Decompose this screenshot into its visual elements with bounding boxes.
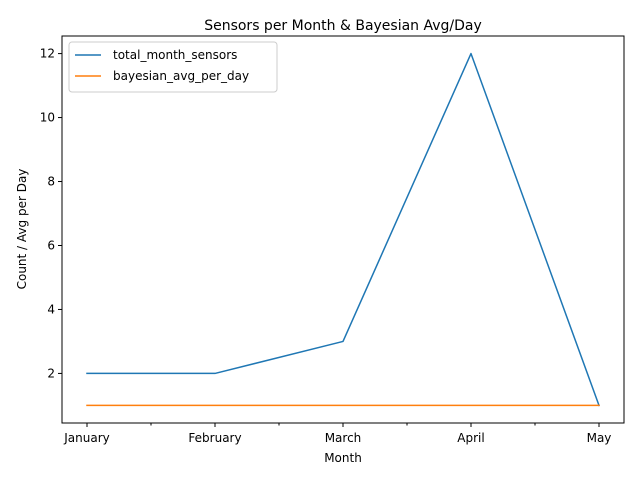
x-axis: January February March April May [63,423,611,445]
legend-label: bayesian_avg_per_day [113,69,249,83]
series-line-total-month-sensors [86,52,600,407]
chart-title: Sensors per Month & Bayesian Avg/Day [204,18,482,34]
y-axis: 2 4 6 8 10 12 [40,47,62,380]
legend: total_month_sensors bayesian_avg_per_day [68,41,278,93]
x-axis-label: Month [324,451,362,465]
x-tick-label: April [457,431,484,445]
y-tick-label: 4 [47,302,55,316]
y-axis-label: Count / Avg per Day [15,169,29,290]
legend-label: total_month_sensors [113,48,237,62]
y-tick-label: 12 [40,47,55,61]
y-tick-label: 8 [47,175,55,189]
x-tick-label: February [188,431,241,445]
x-tick-label: January [63,431,110,445]
x-tick-label: March [325,431,362,445]
y-tick-label: 10 [40,111,55,125]
y-tick-label: 2 [47,366,55,380]
x-tick-label: May [587,431,612,445]
legend-box [68,41,278,93]
y-tick-label: 6 [47,238,55,252]
plot-area [86,52,600,407]
